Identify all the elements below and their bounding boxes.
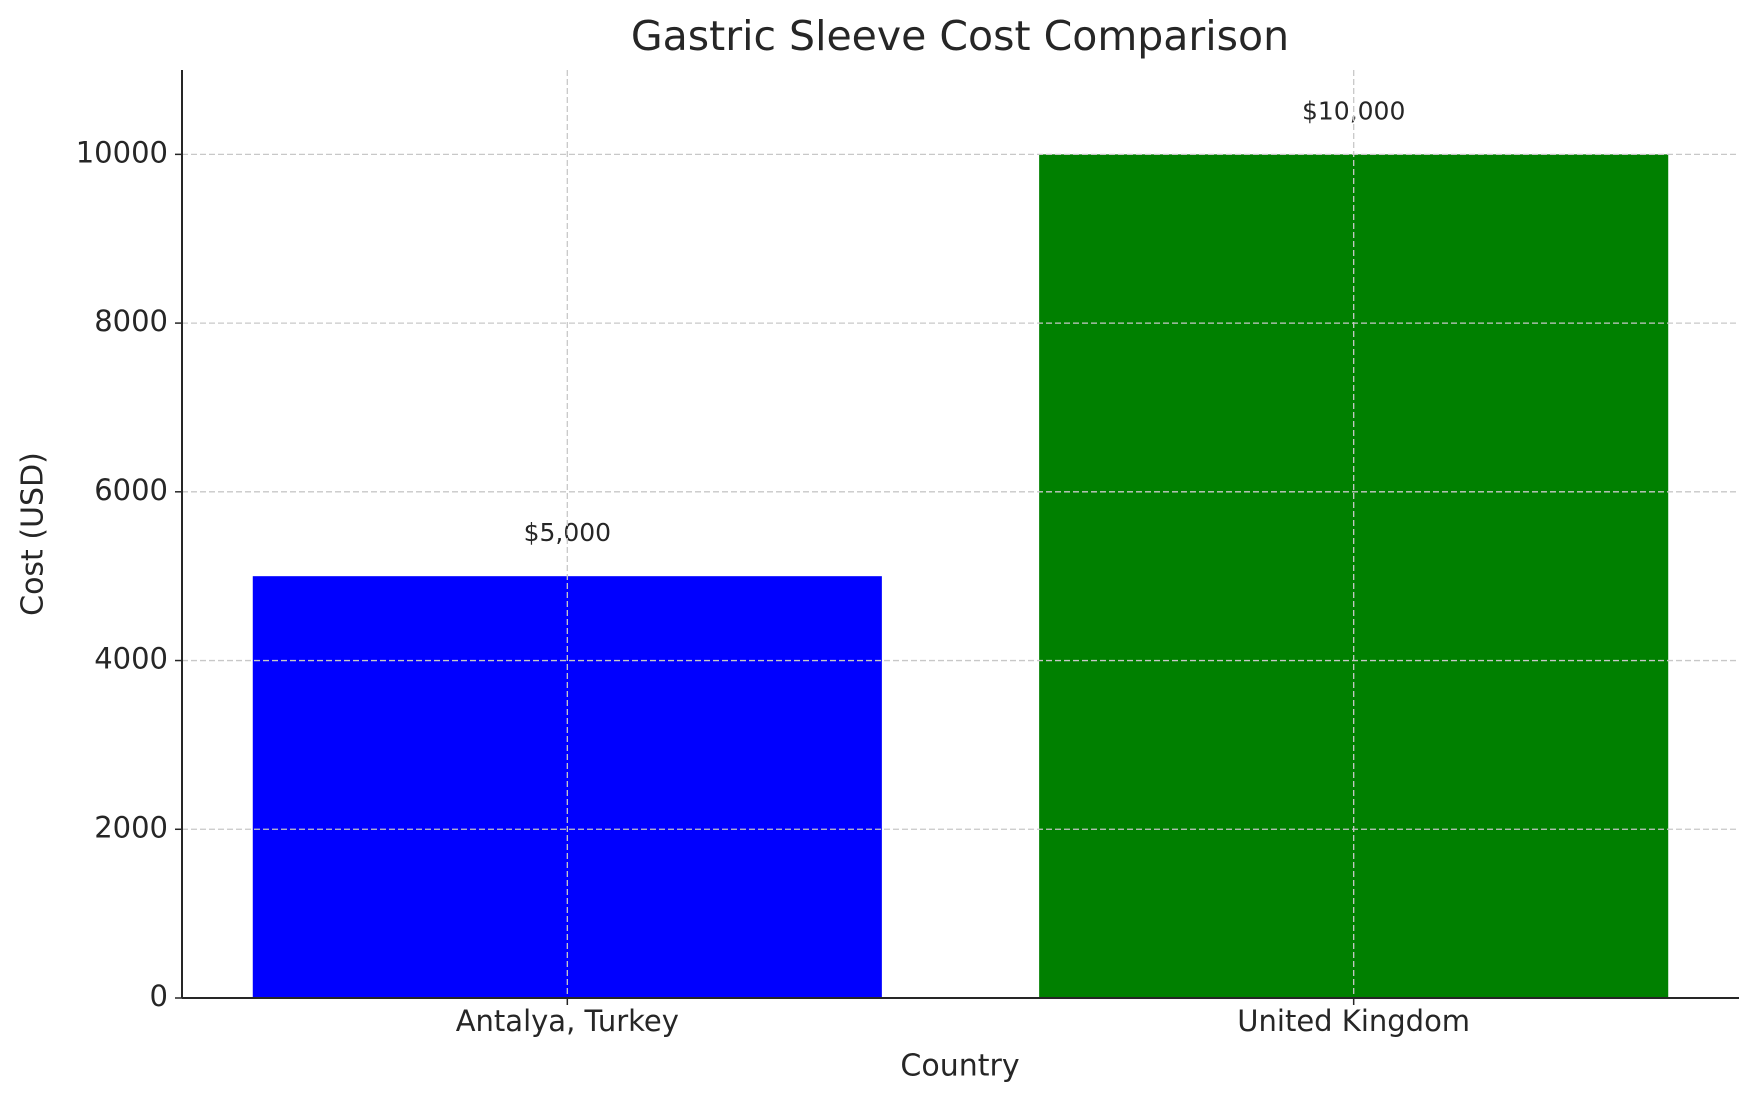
y-tick-label: 10000 [76, 135, 168, 169]
y-axis-label: Cost (USD) [16, 452, 51, 616]
x-axis-label: Country [900, 1049, 1019, 1084]
y-tick-label: 4000 [94, 642, 168, 676]
y-tick-label: 0 [150, 979, 168, 1013]
y-tick-label: 6000 [94, 473, 168, 507]
chart-title: Gastric Sleeve Cost Comparison [631, 12, 1289, 60]
y-tick-label: 8000 [94, 304, 168, 338]
y-tick-label: 2000 [94, 810, 168, 844]
x-tick-label: United Kingdom [1237, 1004, 1470, 1038]
x-tick-label: Antalya, Turkey [456, 1004, 679, 1038]
